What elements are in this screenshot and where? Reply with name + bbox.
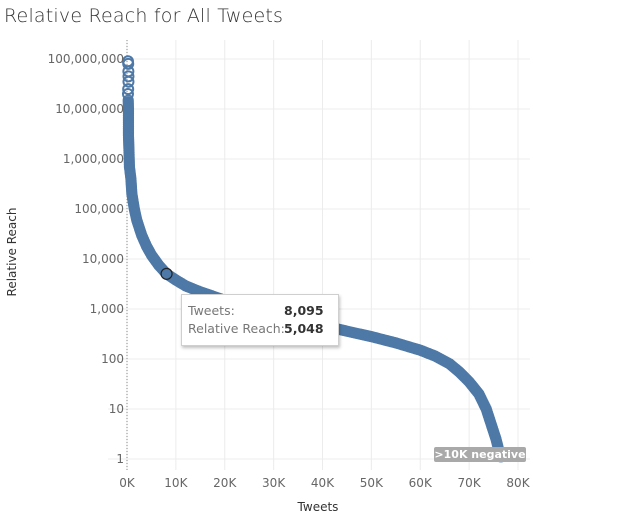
data-point (122, 83, 135, 96)
y-tick-label: 10 (109, 402, 124, 416)
x-tick-label: 0K (119, 476, 136, 490)
y-axis-ticks: 1 10 100 1,000 10,000 100,000 1,000,000 10,000,… (48, 52, 124, 466)
data-point (122, 75, 135, 88)
tooltip-reach-value: 5,048 (284, 321, 324, 336)
x-axis-title: Tweets (297, 500, 339, 514)
highlighted-point (160, 267, 173, 280)
grid-lines (108, 40, 530, 470)
x-tick-label: 30K (262, 476, 286, 490)
x-tick-label: 10K (164, 476, 188, 490)
x-tick-label: 20K (213, 476, 237, 490)
tooltip-reach-label: Relative Reach: (188, 321, 285, 336)
x-tick-label: 50K (360, 476, 384, 490)
y-tick-label: 1 (116, 452, 124, 466)
data-tooltip: Tweets: 8,095 Relative Reach: 5,048 (181, 294, 339, 346)
data-point (122, 70, 135, 83)
y-tick-label: 1,000 (90, 302, 124, 316)
tooltip-tweets-row: Tweets: 8,095 (188, 303, 324, 318)
y-axis-title: Relative Reach (5, 208, 19, 297)
y-tick-label: 10,000 (82, 252, 124, 266)
tooltip-tweets-value: 8,095 (284, 303, 324, 318)
x-tick-label: 60K (409, 476, 433, 490)
x-tick-label: 70K (458, 476, 482, 490)
data-point (122, 57, 135, 70)
x-tick-label: 80K (506, 476, 530, 490)
y-tick-label: 100,000 (74, 202, 124, 216)
y-tick-label: 100 (101, 352, 124, 366)
chart-title: Relative Reach for All Tweets (4, 5, 284, 27)
negative-values-badge[interactable]: >10K negative (434, 447, 526, 462)
tooltip-reach-row: Relative Reach: 5,048 (188, 321, 324, 336)
tooltip-tweets-label: Tweets: (188, 303, 235, 318)
y-tick-label: 1,000,000 (63, 152, 124, 166)
x-axis-ticks: 0K 10K 20K 30K 40K 50K 60K 70K 80K (119, 476, 530, 490)
x-tick-label: 40K (311, 476, 335, 490)
y-tick-label: 10,000,000 (55, 102, 124, 116)
y-tick-label: 100,000,000 (48, 52, 124, 66)
